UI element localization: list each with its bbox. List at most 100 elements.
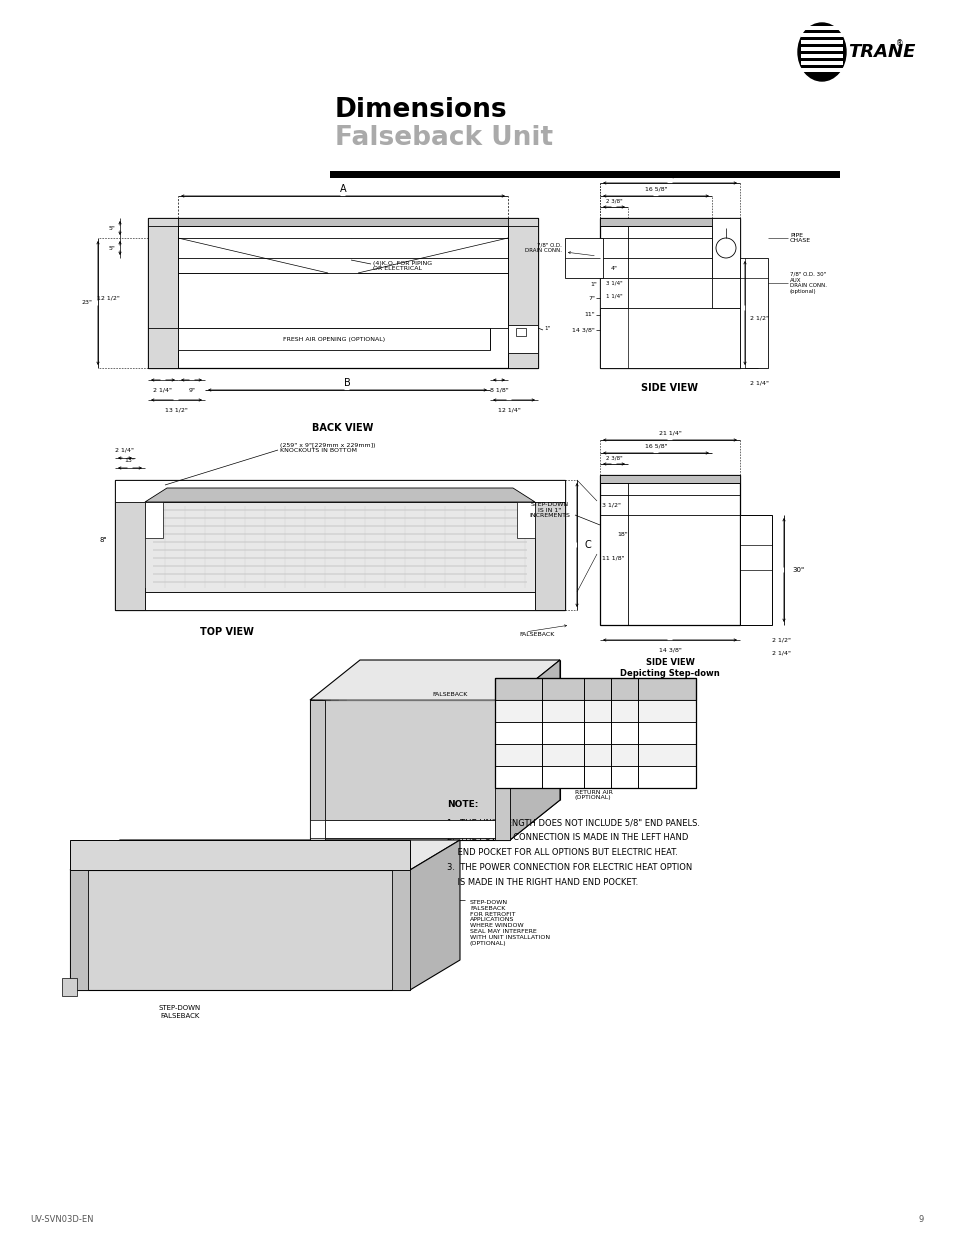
Text: 2 3/8": 2 3/8" — [605, 199, 621, 204]
Text: B: B — [620, 684, 626, 694]
Text: FALSEBACK: FALSEBACK — [432, 693, 467, 698]
Text: 81": 81" — [590, 729, 603, 737]
Text: 2.  THE POWER CONNECTION IS MADE IN THE LEFT HAND: 2. THE POWER CONNECTION IS MADE IN THE L… — [447, 832, 688, 842]
Text: TOP VIEW: TOP VIEW — [200, 627, 253, 637]
Bar — [516, 329, 525, 336]
Text: BACK VIEW: BACK VIEW — [312, 424, 374, 433]
Text: 7": 7" — [587, 295, 595, 300]
Text: 3.  THE POWER CONNECTION FOR ELECTRIC HEAT OPTION: 3. THE POWER CONNECTION FOR ELECTRIC HEA… — [447, 863, 692, 872]
Bar — [801, 26, 842, 30]
Text: Dimensions: Dimensions — [335, 98, 507, 124]
Text: 21 1/4": 21 1/4" — [658, 173, 680, 179]
Text: 66": 66" — [617, 751, 630, 760]
Text: 5": 5" — [108, 246, 115, 251]
Text: 1": 1" — [590, 283, 597, 288]
Bar — [330, 170, 840, 178]
Text: 2: 2 — [560, 706, 565, 715]
Bar — [115, 480, 145, 610]
Text: 16 5/8": 16 5/8" — [644, 443, 666, 448]
Text: TRANE: TRANE — [847, 43, 915, 61]
Text: END POCKET FOR ALL OPTIONS BUT ELECTRIC HEAT.: END POCKET FOR ALL OPTIONS BUT ELECTRIC … — [447, 848, 678, 857]
Text: 54": 54" — [617, 729, 630, 737]
Text: 25" to 29": 25" to 29" — [647, 729, 685, 737]
Bar — [495, 678, 696, 788]
Text: 18": 18" — [617, 532, 627, 537]
Text: 11": 11" — [583, 312, 595, 317]
Polygon shape — [70, 869, 410, 990]
Text: C: C — [584, 540, 591, 550]
Bar — [801, 40, 842, 44]
Bar — [495, 743, 696, 766]
Text: NO. FANS: NO. FANS — [542, 684, 582, 694]
Bar — [115, 480, 564, 501]
Text: 12 1/4": 12 1/4" — [497, 408, 520, 412]
Bar — [115, 480, 564, 610]
Text: 1 1/4": 1 1/4" — [605, 294, 621, 299]
Text: 23": 23" — [82, 300, 92, 305]
Text: RETURN AIR
(OPTIONAL): RETURN AIR (OPTIONAL) — [575, 789, 612, 800]
Text: 42": 42" — [617, 706, 630, 715]
Text: 4: 4 — [560, 773, 565, 782]
Bar — [740, 258, 767, 368]
Text: 21 1/4": 21 1/4" — [658, 431, 680, 436]
Bar — [145, 501, 535, 592]
Text: 16 5/8": 16 5/8" — [644, 186, 666, 191]
Text: STEP-DOWN
FALSEBACK
FOR RETROFIT
APPLICATIONS
WHERE WINDOW
SEAL MAY INTERFERE
WI: STEP-DOWN FALSEBACK FOR RETROFIT APPLICA… — [470, 900, 550, 946]
Text: 9: 9 — [918, 1215, 923, 1224]
Text: 2 1/2": 2 1/2" — [772, 637, 791, 642]
Bar — [310, 820, 510, 839]
Text: 2 3/8": 2 3/8" — [605, 456, 621, 461]
Text: 93": 93" — [590, 751, 603, 760]
Text: PIPE
CHASE: PIPE CHASE — [789, 232, 810, 243]
Text: 78": 78" — [617, 773, 630, 782]
Bar — [495, 678, 696, 700]
Text: 075: 075 — [510, 706, 525, 715]
Bar — [148, 219, 537, 368]
Polygon shape — [310, 700, 510, 840]
Bar — [70, 840, 410, 869]
Bar — [801, 54, 842, 58]
Text: 13": 13" — [125, 457, 135, 462]
Text: 14 3/8": 14 3/8" — [658, 647, 680, 652]
Bar — [148, 219, 178, 368]
Text: SIDE VIEW
Depicting Step-down
Falseback: SIDE VIEW Depicting Step-down Falseback — [619, 658, 720, 688]
Bar — [145, 592, 535, 610]
Bar — [392, 869, 410, 990]
Bar — [801, 61, 842, 65]
Text: 13 1/2": 13 1/2" — [164, 408, 187, 412]
Bar — [564, 238, 602, 278]
Text: ®: ® — [895, 40, 902, 48]
Bar — [711, 219, 740, 278]
Text: Falseback Unit: Falseback Unit — [335, 125, 553, 151]
Text: 11 1/8": 11 1/8" — [601, 556, 624, 561]
Bar — [145, 501, 163, 538]
Bar — [495, 766, 696, 788]
Text: 150: 150 — [510, 773, 525, 782]
Polygon shape — [510, 659, 559, 840]
Text: 14 3/8": 14 3/8" — [572, 327, 595, 332]
Text: 2 1/4": 2 1/4" — [750, 380, 769, 385]
Bar — [310, 700, 325, 840]
Text: 100: 100 — [510, 729, 525, 737]
Text: FALSEBACK: FALSEBACK — [519, 632, 555, 637]
Bar — [599, 219, 740, 368]
Text: A: A — [339, 184, 346, 194]
Text: (4)K.O. FOR PIPING
OR ELECTRICAL: (4)K.O. FOR PIPING OR ELECTRICAL — [373, 261, 432, 272]
Bar — [495, 700, 696, 722]
Text: 1.  THE UNIT LENGTH DOES NOT INCLUDE 5/8" END PANELS.: 1. THE UNIT LENGTH DOES NOT INCLUDE 5/8"… — [447, 818, 700, 827]
Text: 12 1/2": 12 1/2" — [97, 295, 120, 300]
Bar — [517, 501, 535, 538]
Polygon shape — [145, 488, 535, 501]
Bar — [599, 219, 740, 226]
Text: 2 1/2": 2 1/2" — [750, 315, 769, 321]
Text: SIDE VIEW: SIDE VIEW — [640, 383, 698, 393]
Bar — [495, 700, 510, 840]
Bar — [70, 869, 88, 990]
Bar — [801, 68, 842, 72]
Text: 69": 69" — [590, 706, 603, 715]
Text: 2 1/4": 2 1/4" — [772, 651, 791, 656]
Text: 25" to 29": 25" to 29" — [647, 773, 685, 782]
Bar — [801, 33, 842, 37]
Text: STEP-DOWN
FALSEBACK: STEP-DOWN FALSEBACK — [159, 1005, 201, 1019]
Text: NOTE:: NOTE: — [447, 800, 477, 809]
